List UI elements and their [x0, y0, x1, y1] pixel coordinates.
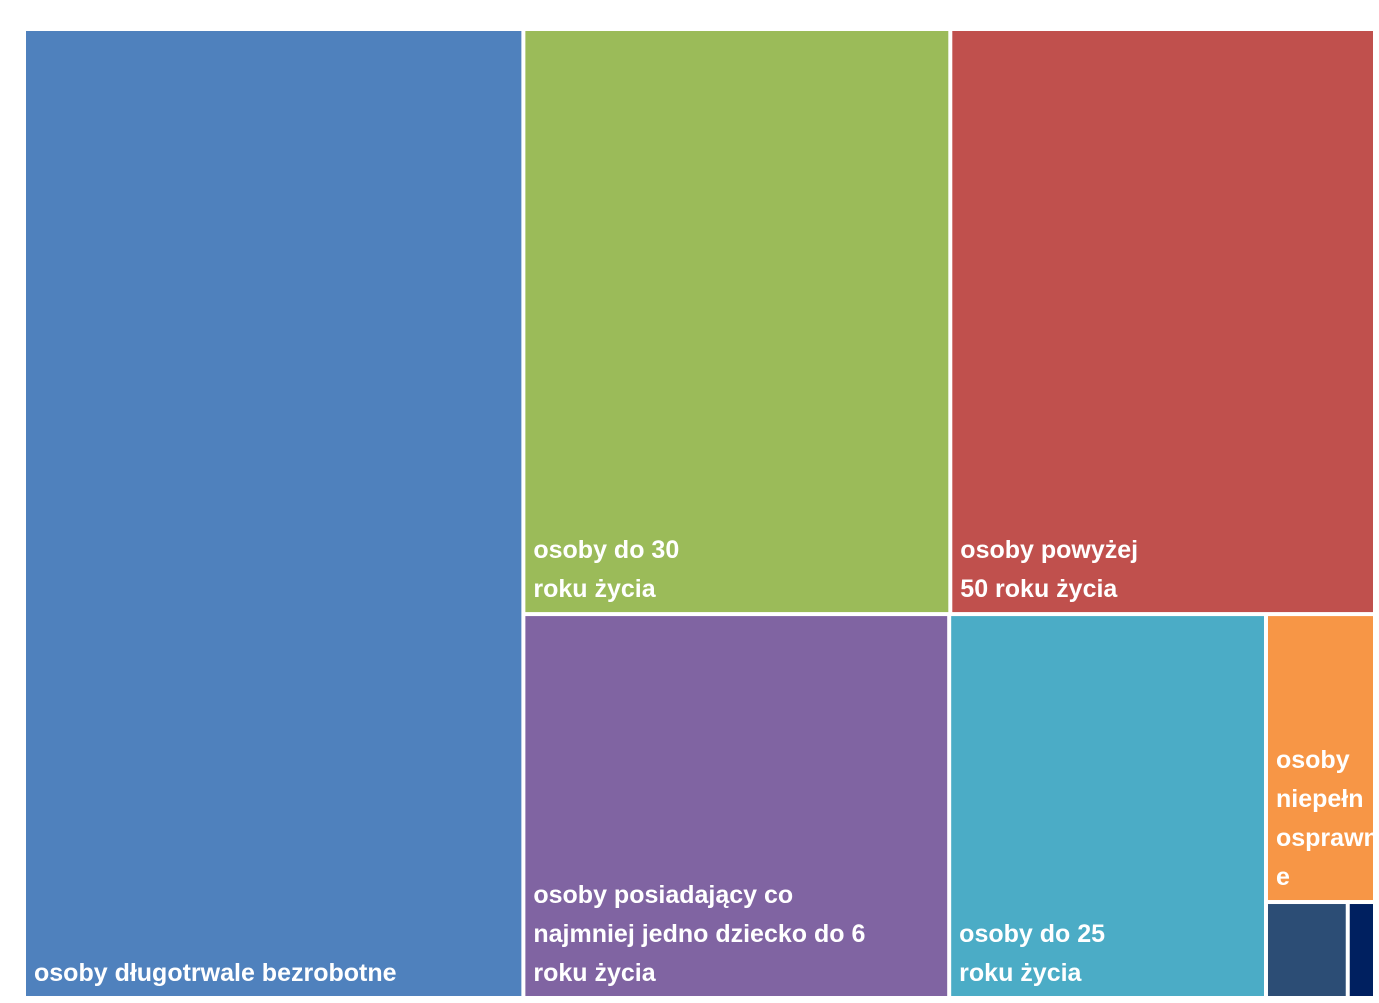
treemap-label-4: osoby do 25 roku życia — [959, 920, 1105, 987]
treemap-tile-5 — [1267, 616, 1373, 901]
treemap-tile-0 — [26, 31, 522, 996]
treemap-label-line: roku życia — [533, 575, 656, 603]
treemap-label-line: roku życia — [533, 959, 656, 987]
treemap-label-line: osprawn — [1276, 824, 1379, 852]
treemap-label-5: osoby niepełn osprawn e — [1276, 746, 1379, 891]
treemap-tile-3 — [525, 616, 948, 996]
treemap-label-line: osoby długotrwale bezrobotne — [34, 959, 397, 987]
treemap-label-3: osoby posiadający co najmniej jedno dziec… — [533, 881, 865, 987]
treemap-label-line: osoby do 25 — [959, 920, 1105, 948]
treemap-tile-2 — [952, 31, 1373, 613]
treemap-label-line: osoby do 30 — [533, 536, 679, 564]
treemap-label-line: e — [1276, 863, 1290, 891]
treemap-tile-4 — [951, 616, 1264, 996]
treemap-label-line: osoby posiadający co — [533, 881, 793, 909]
treemap-label-2: osoby powyżej 50 roku życia — [960, 536, 1138, 603]
treemap-tile-1 — [525, 31, 949, 613]
treemap-label-line: roku życia — [959, 959, 1082, 987]
treemap-label-line: osoby — [1276, 746, 1350, 774]
treemap-label-line: najmniej jedno dziecko do 6 — [533, 920, 865, 948]
treemap-tile-6 — [1267, 904, 1346, 996]
treemap-tile-7 — [1349, 904, 1373, 996]
treemap-label-0: osoby długotrwale bezrobotne — [34, 959, 397, 987]
treemap-label-line: niepełn — [1276, 785, 1364, 813]
treemap-label-line: osoby powyżej — [960, 536, 1138, 564]
treemap-label-1: osoby do 30 roku życia — [533, 536, 679, 603]
treemap-label-line: 50 roku życia — [960, 575, 1118, 603]
